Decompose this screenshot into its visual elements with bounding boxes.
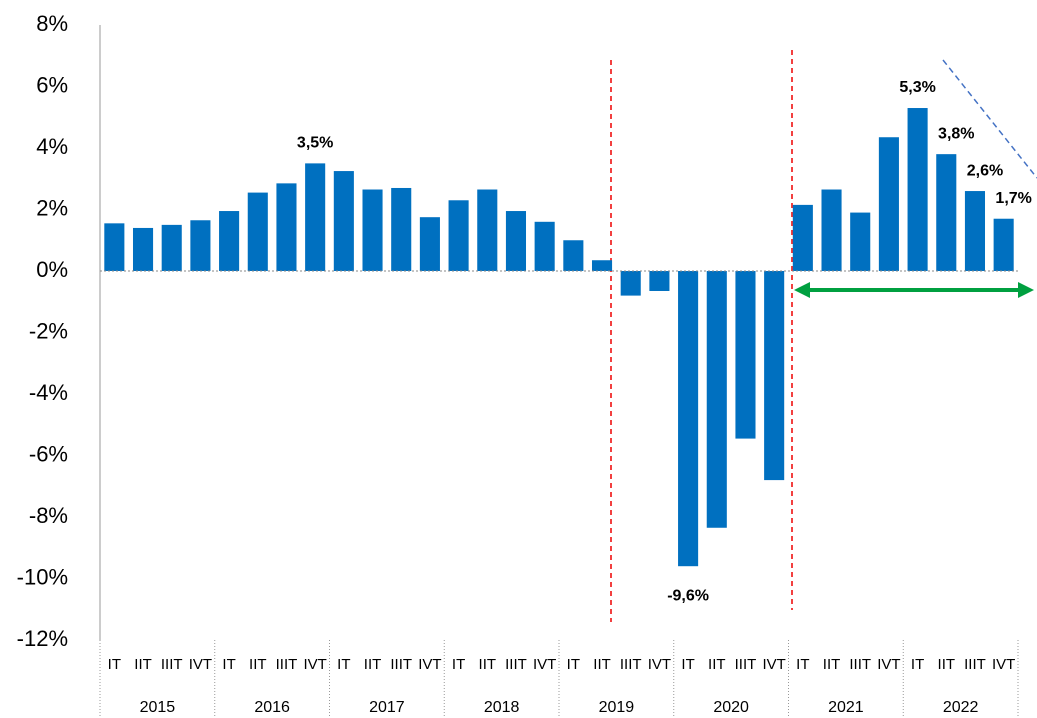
x-tick-label: IVT bbox=[418, 656, 441, 673]
x-tick-label: IVT bbox=[189, 656, 212, 673]
data-label: 5,3% bbox=[899, 79, 935, 96]
x-tick-label: IIIT bbox=[620, 656, 642, 673]
x-tick-label: IIT bbox=[823, 656, 841, 673]
bar bbox=[161, 224, 182, 271]
x-tick-label: IVT bbox=[992, 656, 1015, 673]
x-tick-label: IIIT bbox=[276, 656, 298, 673]
bar bbox=[850, 212, 871, 271]
x-tick-label: IVT bbox=[762, 656, 785, 673]
x-tick-label: IIT bbox=[708, 656, 726, 673]
x-tick-label: IIIT bbox=[161, 656, 183, 673]
x-tick-label: IIIT bbox=[964, 656, 986, 673]
bar bbox=[419, 217, 440, 271]
data-label: 2,6% bbox=[967, 162, 1003, 179]
x-tick-label: IIIT bbox=[735, 656, 757, 673]
y-tick-label: 6% bbox=[36, 72, 68, 97]
bar bbox=[678, 271, 699, 567]
x-tick-label: IT bbox=[108, 656, 121, 673]
x-tick-label: IT bbox=[796, 656, 809, 673]
x-tick-label: IVT bbox=[533, 656, 556, 673]
bar bbox=[936, 154, 957, 271]
bar bbox=[477, 189, 498, 271]
y-tick-label: 8% bbox=[36, 11, 68, 36]
y-tick-label: -2% bbox=[29, 318, 68, 343]
bar bbox=[591, 260, 613, 271]
x-tick-label: IT bbox=[567, 656, 580, 673]
x-tick-label: IT bbox=[222, 656, 235, 673]
x-tick-label: IT bbox=[452, 656, 465, 673]
bar bbox=[391, 187, 412, 271]
bar bbox=[821, 189, 842, 271]
bar bbox=[792, 204, 813, 271]
bar bbox=[649, 271, 670, 291]
trend-line bbox=[942, 59, 1037, 179]
bar bbox=[764, 271, 785, 481]
x-tick-label: IT bbox=[681, 656, 694, 673]
range-arrow bbox=[794, 282, 1034, 298]
x-tick-label: IIT bbox=[938, 656, 956, 673]
bar bbox=[993, 218, 1014, 271]
bar bbox=[907, 108, 928, 272]
year-label: 2020 bbox=[713, 699, 749, 716]
x-tick-label: IIT bbox=[134, 656, 152, 673]
bar bbox=[362, 189, 383, 271]
year-label: 2021 bbox=[828, 699, 864, 716]
bar bbox=[620, 271, 641, 296]
data-label: 3,5% bbox=[297, 135, 333, 152]
x-tick-label: IIIT bbox=[390, 656, 412, 673]
x-tick-label: IIIT bbox=[849, 656, 871, 673]
bar bbox=[247, 192, 268, 271]
y-tick-label: -4% bbox=[29, 380, 68, 405]
y-tick-label: 0% bbox=[36, 257, 68, 282]
y-tick-label: -8% bbox=[29, 503, 68, 528]
x-tick-label: IIT bbox=[479, 656, 497, 673]
year-label: 2019 bbox=[599, 699, 635, 716]
x-tick-label: IVT bbox=[877, 656, 900, 673]
year-label: 2017 bbox=[369, 699, 405, 716]
bar bbox=[190, 220, 211, 271]
bar bbox=[448, 200, 469, 271]
bar bbox=[706, 271, 727, 528]
year-label: 2015 bbox=[140, 699, 176, 716]
year-label: 2016 bbox=[254, 699, 290, 716]
x-tick-label: IVT bbox=[648, 656, 671, 673]
x-tick-label: IIIT bbox=[505, 656, 527, 673]
year-label: 2018 bbox=[484, 699, 520, 716]
x-tick-label: IT bbox=[911, 656, 924, 673]
x-tick-label: IIT bbox=[249, 656, 267, 673]
y-tick-label: 2% bbox=[36, 195, 68, 220]
bar bbox=[534, 221, 555, 271]
bar bbox=[563, 240, 584, 271]
year-label: 2022 bbox=[943, 699, 979, 716]
bar bbox=[276, 183, 297, 271]
y-tick-label: -6% bbox=[29, 441, 68, 466]
y-tick-label: 4% bbox=[36, 134, 68, 159]
bar bbox=[333, 171, 354, 271]
bar bbox=[132, 227, 154, 271]
bar bbox=[219, 211, 240, 271]
bar bbox=[964, 191, 986, 271]
data-label: 1,7% bbox=[995, 190, 1031, 207]
bar bbox=[735, 271, 756, 439]
x-tick-label: IVT bbox=[303, 656, 326, 673]
data-label: -9,6% bbox=[667, 587, 709, 604]
y-tick-label: -10% bbox=[17, 564, 68, 589]
y-tick-label: -12% bbox=[17, 626, 68, 651]
bar bbox=[878, 137, 899, 271]
data-label: 3,8% bbox=[938, 125, 974, 142]
bar bbox=[505, 211, 527, 271]
x-tick-label: IIT bbox=[593, 656, 611, 673]
x-tick-label: IT bbox=[337, 656, 350, 673]
bar bbox=[305, 163, 326, 271]
x-tick-label: IIT bbox=[364, 656, 382, 673]
bar bbox=[104, 223, 125, 271]
